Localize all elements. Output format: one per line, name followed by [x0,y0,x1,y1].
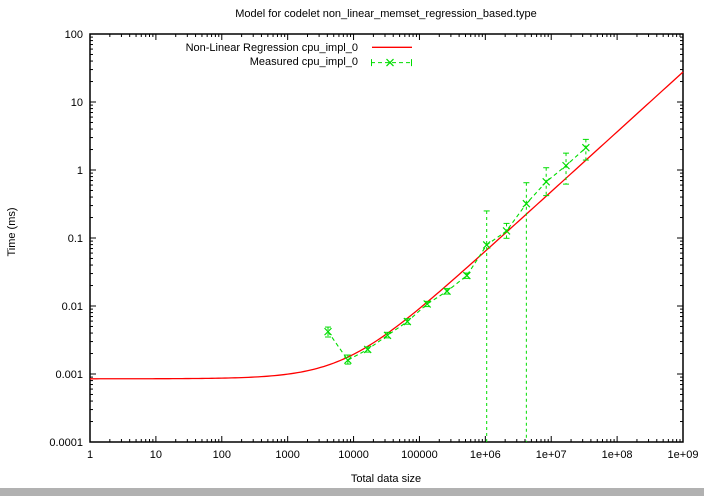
x-marker [403,317,412,326]
x-tick-label: 10 [150,449,162,461]
y-tick-label: 0.01 [62,301,83,313]
x-marker [443,287,451,296]
y-tick-label: 0.0001 [49,437,83,449]
x-marker [363,345,372,354]
x-marker [324,327,332,336]
x-tick-label: 1e+09 [668,449,699,461]
y-tick-label: 100 [65,29,83,41]
legend-label-measured: Measured cpu_impl_0 [250,56,358,68]
x-tick-label: 1e+07 [536,449,567,461]
x-tick-label: 10000 [338,449,369,461]
x-marker [522,199,531,208]
chart-title: Model for codelet non_linear_memset_regr… [235,8,536,20]
y-tick-label: 10 [71,97,83,109]
x-marker [423,300,432,308]
x-tick-label: 1e+08 [602,449,633,461]
y-axis-label: Time (ms) [6,207,18,256]
x-tick-label: 1000 [275,449,299,461]
x-marker [343,356,352,365]
x-marker [502,227,511,235]
measured-line [327,147,587,361]
x-marker [383,331,392,340]
bottom-scrollbar[interactable] [0,488,704,496]
x-marker [562,161,570,170]
legend-label-regression: Non-Linear Regression cpu_impl_0 [186,42,358,54]
axes-layer: 1 10 100 1000 10000 100000 1e+06 1e+07 1e+08 1e+0… [49,29,698,461]
x-marker [542,177,551,186]
x-tick-label: 100 [213,449,231,461]
x-marker [462,271,471,280]
y-tick-label: 0.001 [55,369,83,381]
x-axis-label: Total data size [351,473,421,485]
x-tick-label: 100000 [401,449,438,461]
x-tick-label: 1 [87,449,93,461]
y-tick-label: 1 [77,165,83,177]
y-tick-label: 0.1 [68,233,83,245]
series-layer [90,71,684,442]
x-marker [482,241,491,249]
plot-border [89,33,684,443]
x-marker [581,143,590,152]
legend-sample-x-marker [386,58,394,67]
x-tick-label: 1e+06 [470,449,501,461]
legend [371,46,412,67]
